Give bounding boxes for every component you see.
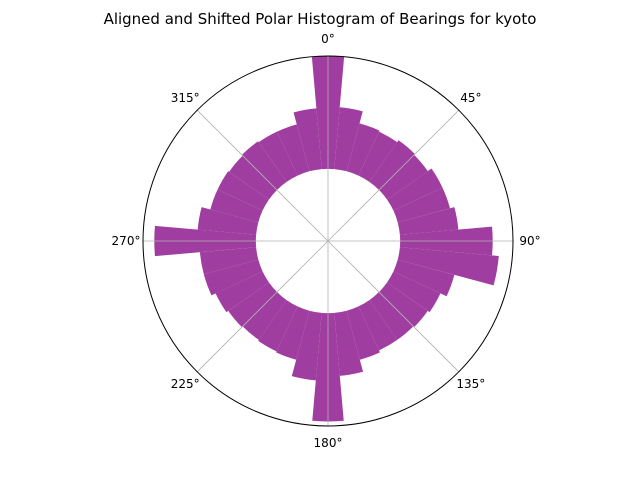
grid-spoke-315 bbox=[196, 109, 329, 242]
angle-tick-label-45: 45° bbox=[460, 91, 481, 105]
histogram-bar-350 bbox=[293, 108, 322, 172]
histogram-bar-220 bbox=[242, 292, 287, 340]
histogram-bar-300 bbox=[217, 171, 269, 211]
histogram-bar-130 bbox=[379, 282, 428, 328]
histogram-bar-140 bbox=[369, 292, 414, 340]
histogram-bar-240 bbox=[215, 271, 269, 313]
angle-tick-label-0: 0° bbox=[321, 32, 335, 46]
histogram-bar-190 bbox=[291, 310, 322, 381]
grid-spoke-225 bbox=[196, 240, 329, 373]
chart-title: Aligned and Shifted Polar Histogram of B… bbox=[104, 10, 537, 28]
histogram-bar-10 bbox=[334, 107, 363, 172]
histogram-bar-80 bbox=[397, 207, 459, 235]
histogram-bar-30 bbox=[358, 131, 398, 182]
histogram-bar-290 bbox=[210, 189, 263, 223]
grid-spoke-135 bbox=[327, 240, 460, 373]
angle-tick-label-90: 90° bbox=[519, 234, 540, 248]
histogram-bar-100 bbox=[397, 247, 499, 286]
histogram-bar-310 bbox=[229, 155, 277, 200]
histogram-bar-70 bbox=[393, 187, 451, 223]
histogram-bar-160 bbox=[346, 306, 380, 360]
histogram-bar-170 bbox=[334, 310, 364, 376]
histogram-bar-320 bbox=[241, 141, 287, 190]
histogram-bar-200 bbox=[276, 306, 310, 360]
histogram-bar-120 bbox=[387, 271, 441, 313]
histogram-bar-340 bbox=[277, 124, 310, 176]
grid-layer bbox=[143, 56, 513, 426]
histogram-bar-330 bbox=[258, 131, 298, 182]
angle-tick-label-225: 225° bbox=[171, 377, 200, 391]
histogram-bar-230 bbox=[228, 282, 277, 328]
histogram-bar-210 bbox=[258, 300, 298, 352]
bars-layer bbox=[154, 55, 499, 422]
histogram-bar-110 bbox=[393, 259, 455, 297]
angle-tick-label-180: 180° bbox=[314, 436, 343, 450]
histogram-bar-50 bbox=[379, 154, 428, 200]
grid-spoke-45 bbox=[327, 109, 460, 242]
histogram-bar-60 bbox=[387, 168, 443, 211]
histogram-bar-280 bbox=[197, 207, 259, 235]
angle-tick-label-135: 135° bbox=[456, 377, 485, 391]
histogram-bar-20 bbox=[346, 123, 380, 176]
angle-tick-label-270: 270° bbox=[112, 234, 141, 248]
histogram-bar-40 bbox=[369, 140, 415, 190]
histogram-bar-260 bbox=[199, 247, 259, 275]
angle-tick-label-315: 315° bbox=[171, 91, 200, 105]
histogram-bar-250 bbox=[203, 259, 263, 296]
polar-frame bbox=[142, 55, 514, 427]
labels-layer: 0° 45° 90° 135° 180° 225° 270° 315° bbox=[112, 32, 541, 450]
histogram-bar-150 bbox=[358, 300, 398, 351]
